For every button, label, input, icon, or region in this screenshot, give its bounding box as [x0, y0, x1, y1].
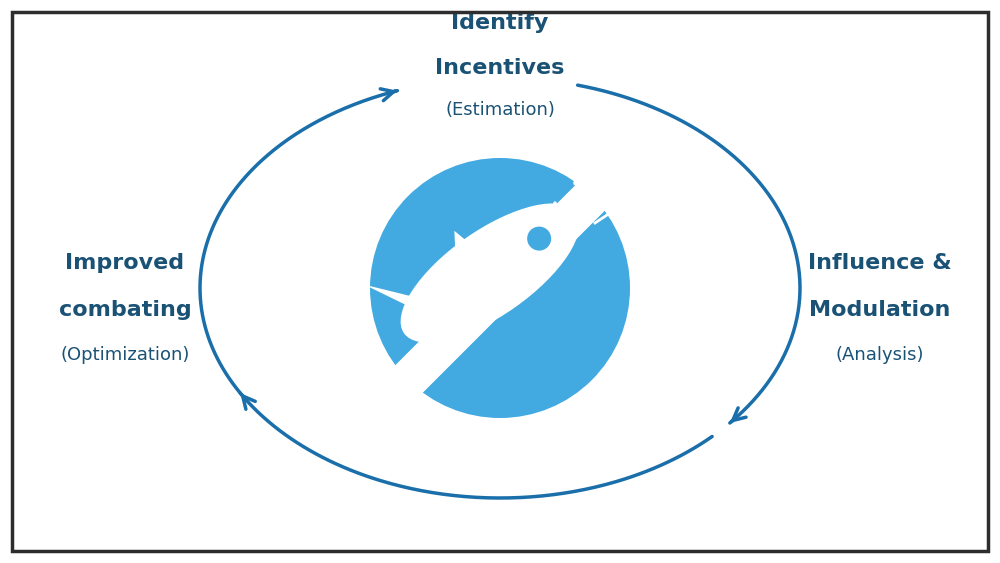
Polygon shape — [364, 285, 445, 316]
Text: combating: combating — [59, 300, 191, 320]
Text: (Optimization): (Optimization) — [60, 346, 190, 364]
Text: Identify: Identify — [451, 13, 549, 33]
Text: (Estimation): (Estimation) — [445, 101, 555, 119]
Text: Modulation: Modulation — [809, 300, 951, 320]
Circle shape — [370, 158, 630, 418]
Text: Incentives: Incentives — [435, 58, 565, 78]
Ellipse shape — [401, 203, 579, 342]
Polygon shape — [474, 267, 505, 311]
Circle shape — [527, 226, 551, 251]
Text: Influence &: Influence & — [808, 253, 952, 273]
Text: (Analysis): (Analysis) — [836, 346, 924, 364]
Circle shape — [527, 226, 551, 251]
Polygon shape — [427, 305, 445, 375]
Text: Improved: Improved — [65, 253, 185, 273]
Polygon shape — [454, 231, 498, 296]
